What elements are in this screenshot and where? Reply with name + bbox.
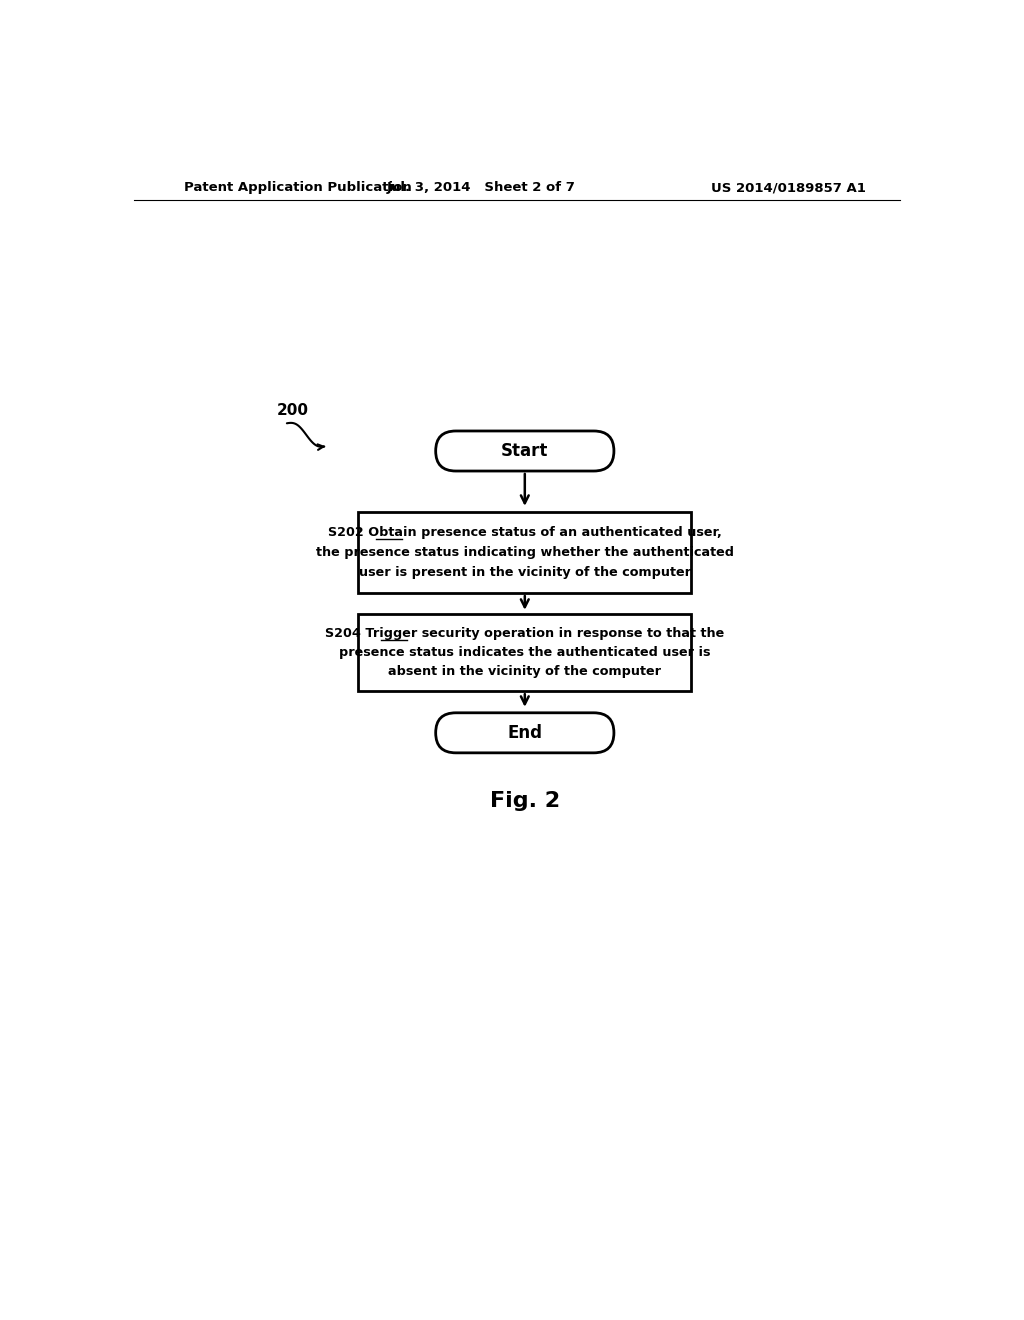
Text: End: End bbox=[507, 723, 543, 742]
Text: Fig. 2: Fig. 2 bbox=[489, 792, 560, 812]
Text: Start: Start bbox=[501, 442, 549, 459]
FancyBboxPatch shape bbox=[435, 713, 614, 752]
Text: S202 Obtain presence status of an authenticated user,: S202 Obtain presence status of an authen… bbox=[328, 527, 722, 539]
Text: the presence status indicating whether the authenticated: the presence status indicating whether t… bbox=[315, 546, 734, 560]
FancyBboxPatch shape bbox=[358, 512, 691, 593]
Text: Patent Application Publication: Patent Application Publication bbox=[183, 181, 412, 194]
Text: presence status indicates the authenticated user is: presence status indicates the authentica… bbox=[339, 647, 711, 659]
Text: user is present in the vicinity of the computer: user is present in the vicinity of the c… bbox=[358, 566, 691, 579]
Text: US 2014/0189857 A1: US 2014/0189857 A1 bbox=[711, 181, 866, 194]
Text: 200: 200 bbox=[276, 404, 309, 418]
Text: Jul. 3, 2014   Sheet 2 of 7: Jul. 3, 2014 Sheet 2 of 7 bbox=[386, 181, 575, 194]
Text: S204 Trigger security operation in response to that the: S204 Trigger security operation in respo… bbox=[326, 627, 724, 640]
Text: absent in the vicinity of the computer: absent in the vicinity of the computer bbox=[388, 665, 662, 678]
FancyBboxPatch shape bbox=[435, 432, 614, 471]
FancyBboxPatch shape bbox=[358, 614, 691, 692]
